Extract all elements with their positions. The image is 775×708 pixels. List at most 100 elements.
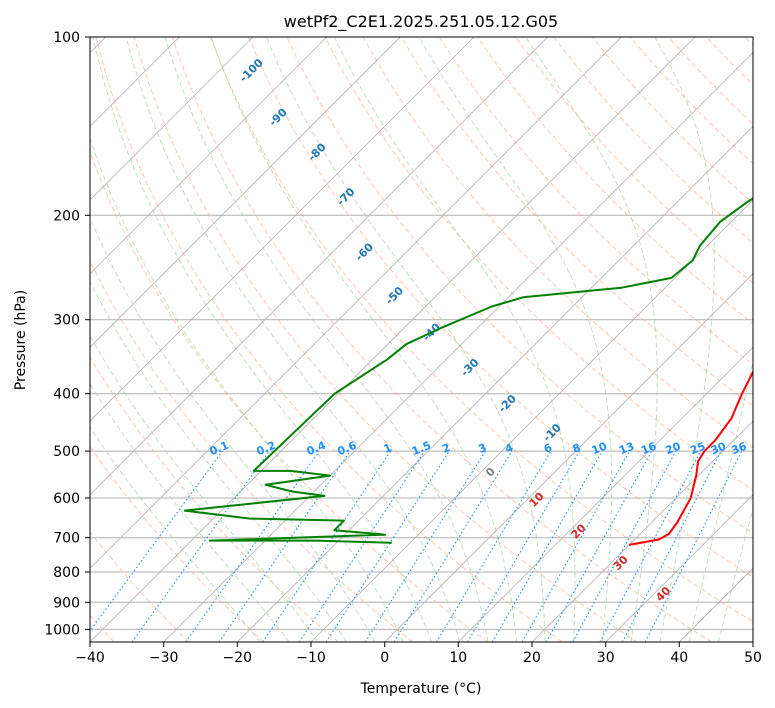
dry-adiabat	[706, 37, 753, 86]
dry-adiabat	[477, 37, 753, 325]
x-tick-label: −40	[75, 650, 105, 666]
dry-adiabats	[90, 37, 753, 642]
mixing-ratio-label: 8	[571, 441, 583, 456]
y-tick-label: 200	[53, 208, 80, 224]
moist-adiabat	[333, 37, 576, 642]
isotherm-label: 20	[569, 521, 589, 541]
dry-adiabat-label: -100	[237, 56, 266, 85]
y-axis-label: Pressure (hPa)	[13, 290, 29, 390]
mixing-ratio-line	[521, 450, 630, 642]
isotherm-line	[163, 52, 753, 642]
mixing-ratio-label: 20	[664, 439, 683, 457]
isotherm-line	[90, 37, 696, 642]
moist-adiabat	[164, 37, 489, 642]
isotherm-line	[90, 37, 401, 348]
x-axis-label: Temperature (°C)	[360, 681, 482, 697]
y-tick-label: 900	[53, 595, 80, 611]
moist-adiabat	[654, 37, 715, 642]
isotherm-line	[531, 420, 753, 642]
isotherm-line	[90, 37, 254, 201]
isotherm-line	[605, 494, 753, 642]
temperature-profile	[628, 369, 753, 546]
moist-adiabat	[265, 37, 546, 642]
x-tick-label: 10	[449, 650, 467, 666]
y-tick-label: 800	[53, 565, 80, 581]
mixing-ratio-line	[644, 450, 743, 642]
moist-adiabat	[92, 37, 432, 642]
profile-series	[183, 197, 753, 546]
isotherm-label: 10	[527, 490, 547, 510]
dry-adiabat	[90, 445, 264, 642]
mixing-ratio-label: 0.2	[255, 439, 278, 458]
isotherm-line	[90, 37, 327, 275]
moist-adiabat	[90, 136, 404, 642]
dry-adiabat	[515, 37, 753, 284]
isotherm-line	[90, 37, 475, 422]
isotherm-line	[90, 37, 622, 569]
moist-adiabat	[90, 280, 347, 642]
mixing-ratio-label: 4	[503, 441, 515, 456]
mixing-ratio-label: 1	[382, 441, 394, 456]
mixing-ratio-line	[262, 450, 392, 642]
dry-adiabat	[90, 531, 190, 642]
dry-adiabat	[744, 37, 753, 47]
dry-adiabat	[133, 37, 638, 642]
mixing-ratio-label: 2	[440, 441, 452, 456]
plot-frame	[89, 36, 754, 643]
x-tick-label: 0	[380, 650, 389, 666]
y-tick-label: 500	[53, 444, 80, 460]
moist-adiabat	[525, 37, 658, 642]
dry-adiabat	[324, 37, 753, 491]
dewpoint-profile	[183, 197, 753, 544]
dry-adiabat	[553, 37, 753, 244]
y-tick-label: 1000	[44, 622, 80, 638]
mixing-ratio-line	[218, 450, 351, 642]
dry-adiabat	[438, 37, 753, 366]
moist-adiabat	[125, 37, 461, 642]
dry-adiabat-label: -50	[383, 284, 406, 307]
moist-adiabats	[90, 37, 753, 642]
mixing-ratio-line	[599, 450, 701, 642]
dry-adiabat	[210, 37, 753, 623]
moist-adiabat	[90, 216, 376, 642]
mixing-ratio-label: 36	[730, 439, 749, 457]
moist-adiabat	[90, 382, 290, 642]
mixing-ratio-line	[298, 450, 425, 642]
isotherm-line	[752, 641, 753, 642]
mixing-ratio-line	[393, 450, 513, 642]
y-tick-label: 300	[53, 313, 80, 329]
chart-title: wetPf2_C2E1.2025.251.05.12.G05	[284, 12, 558, 32]
plot-area: 0.1 0.2 0.4 0.6 1 1.5 2 3 4 6 8 10 13 16 20 25 30 36-100-…	[90, 37, 753, 642]
isotherm-line	[679, 567, 753, 642]
mixing-ratio-line	[467, 450, 580, 642]
mixing-ratio-label: 30	[709, 439, 728, 457]
x-tick-label: −10	[296, 650, 326, 666]
mixing-ratio-line	[325, 450, 450, 642]
isotherm-line	[90, 37, 548, 496]
dry-adiabat-label: -30	[458, 356, 481, 379]
dry-adiabat-label: -90	[267, 106, 290, 129]
mixing-ratio-label: 3	[477, 441, 489, 456]
isotherm-grid	[90, 37, 753, 642]
mixing-ratio-line	[491, 450, 603, 642]
dry-adiabat	[90, 150, 488, 642]
moist-adiabat	[418, 37, 613, 642]
x-tick-label: −30	[149, 650, 179, 666]
dry-adiabat-label: -60	[353, 240, 376, 263]
dry-adiabat	[171, 37, 712, 642]
isotherm-line	[310, 199, 753, 642]
dry-adiabat	[668, 37, 753, 125]
isotherm-line	[237, 125, 753, 642]
mixing-ratio-line	[90, 450, 223, 632]
moist-adiabat	[90, 426, 261, 642]
y-tick-label: 700	[53, 531, 80, 547]
y-tick-label: 600	[53, 491, 80, 507]
moist-adiabat	[90, 334, 319, 642]
mixing-ratio-label: 10	[590, 439, 609, 457]
mixing-ratio-line	[621, 450, 722, 642]
dry-adiabat-label: -70	[334, 185, 357, 208]
isotherm-line	[458, 346, 753, 642]
moist-adiabat	[717, 507, 753, 642]
x-tick-label: −20	[223, 650, 253, 666]
moist-adiabat	[688, 358, 753, 642]
